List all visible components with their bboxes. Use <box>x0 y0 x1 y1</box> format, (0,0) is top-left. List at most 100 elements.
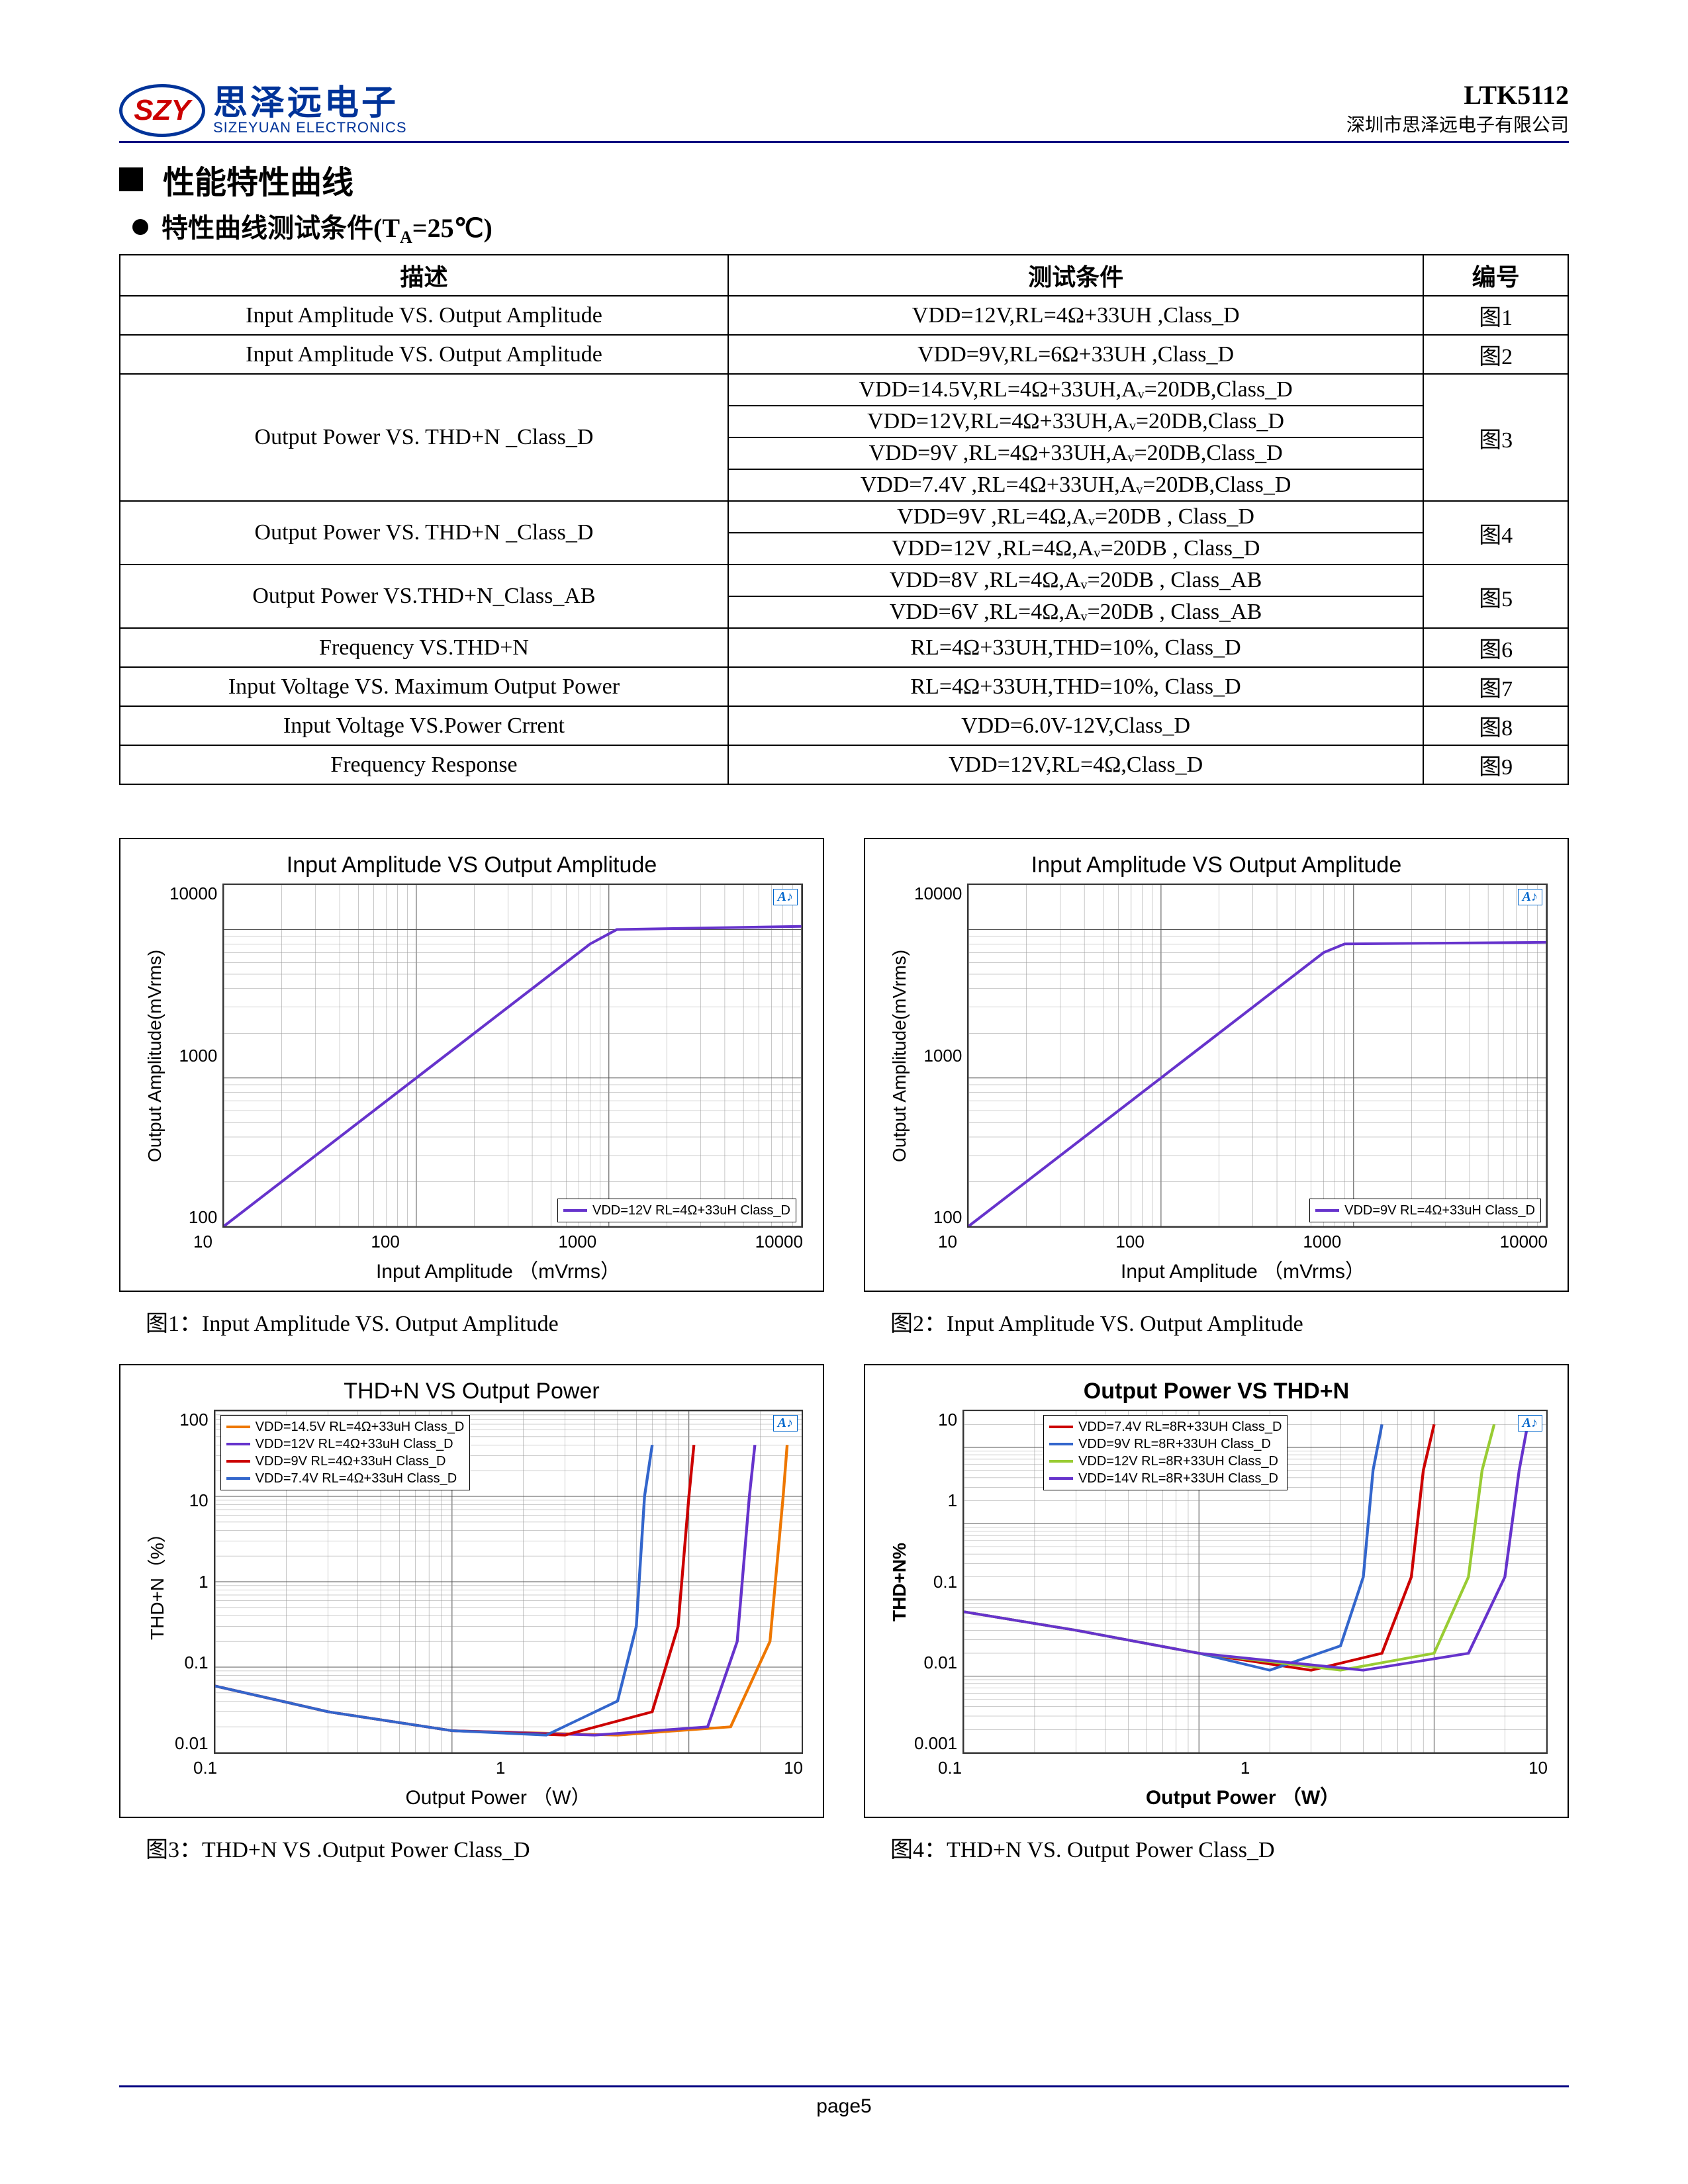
company-name: 深圳市思泽远电子有限公司 <box>1346 111 1569 137</box>
th-desc: 描述 <box>120 255 728 296</box>
plot-area: A♪ VDD=9V RL=4Ω+33uH Class_D <box>967 884 1548 1228</box>
ytick: 0.1 <box>184 1653 208 1673</box>
legend-item: VDD=14V RL=8R+33UH Class_D <box>1049 1470 1282 1487</box>
cell-num: 图5 <box>1423 565 1568 628</box>
legend-swatch <box>563 1209 587 1212</box>
cell-num: 图3 <box>1423 374 1568 501</box>
dot-bullet-icon <box>132 219 148 235</box>
ap-badge-icon: A♪ <box>1518 1415 1542 1432</box>
cell-cond: RL=4Ω+33UH,THD=10%, Class_D <box>728 628 1423 667</box>
header-right: LTK5112 深圳市思泽远电子有限公司 <box>1346 79 1569 137</box>
cell-desc: Frequency Response <box>120 745 728 784</box>
legend: VDD=7.4V RL=8R+33UH Class_DVDD=9V RL=8R+… <box>1043 1415 1288 1490</box>
cell-cond: VDD=14.5V,RL=4Ω+33UH,Aᵥ=20DB,Class_D <box>728 374 1423 406</box>
xtick: 10 <box>938 1232 957 1252</box>
x-axis-label: Input Amplitude （mVrms） <box>193 1255 803 1284</box>
y-axis-label: Output Amplitude(mVrms) <box>140 884 169 1228</box>
cell-desc: Frequency VS.THD+N <box>120 628 728 667</box>
xtick: 0.1 <box>938 1758 962 1778</box>
ytick: 10000 <box>914 884 962 904</box>
cell-num: 图4 <box>1423 501 1568 565</box>
page-header: SZY 思泽远电子 SIZEYUAN ELECTRONICS LTK5112 深… <box>119 79 1569 143</box>
legend-swatch <box>1049 1477 1073 1480</box>
legend-label: VDD=12V RL=8R+33UH Class_D <box>1078 1453 1278 1470</box>
section-title-text: 性能特性曲线 <box>163 156 353 203</box>
logo-text: 思泽远电子 SIZEYUAN ELECTRONICS <box>213 86 407 135</box>
xtick: 1000 <box>558 1232 596 1252</box>
sub-title: 特性曲线测试条件(TA=25℃) <box>132 206 1569 248</box>
legend-label: VDD=12V RL=4Ω+33uH Class_D <box>592 1202 790 1219</box>
chart-caption: 图4：THD+N VS. Output Power Class_D <box>890 1831 1569 1864</box>
x-axis-label: Output Power （W） <box>938 1781 1548 1810</box>
square-bullet-icon <box>119 167 143 191</box>
xtick: 10 <box>193 1232 212 1252</box>
legend-label: VDD=12V RL=4Ω+33uH Class_D <box>256 1435 453 1453</box>
cell-cond: VDD=6.0V-12V,Class_D <box>728 706 1423 745</box>
logo-en: SIZEYUAN ELECTRONICS <box>213 120 407 135</box>
x-ticks: 0.1110 <box>938 1754 1548 1778</box>
conditions-table: 描述 测试条件 编号 Input Amplitude VS. Output Am… <box>119 254 1569 785</box>
legend-item: VDD=9V RL=4Ω+33uH Class_D <box>226 1453 465 1470</box>
cell-desc: Input Amplitude VS. Output Amplitude <box>120 335 728 374</box>
legend-item: VDD=9V RL=8R+33UH Class_D <box>1049 1435 1282 1453</box>
cell-desc: Input Voltage VS. Maximum Output Power <box>120 667 728 706</box>
section-title: 性能特性曲线 <box>119 156 1569 203</box>
x-ticks: 10100100010000 <box>938 1228 1548 1252</box>
legend-swatch <box>226 1460 250 1463</box>
chart-fig3: THD+N VS Output Power THD+N（%） 1001010.1… <box>119 1364 824 1864</box>
legend-label: VDD=14V RL=8R+33UH Class_D <box>1078 1470 1278 1487</box>
ytick: 1000 <box>923 1046 962 1066</box>
cell-cond: VDD=6V ,RL=4Ω,Aᵥ=20DB , Class_AB <box>728 596 1423 628</box>
legend-item: VDD=12V RL=4Ω+33uH Class_D <box>563 1202 790 1219</box>
legend-swatch <box>1049 1426 1073 1428</box>
y-axis-label: THD+N% <box>885 1410 914 1754</box>
xtick: 10 <box>784 1758 803 1778</box>
table-row: Frequency VS.THD+NRL=4Ω+33UH,THD=10%, Cl… <box>120 628 1568 667</box>
legend-label: VDD=14.5V RL=4Ω+33uH Class_D <box>256 1418 465 1435</box>
x-axis-label: Output Power （W） <box>193 1781 803 1810</box>
ytick: 0.1 <box>933 1572 957 1592</box>
ap-badge-icon: A♪ <box>1518 889 1542 905</box>
ytick: 1 <box>199 1572 208 1592</box>
ytick: 0.01 <box>175 1733 209 1754</box>
legend-item: VDD=12V RL=8R+33UH Class_D <box>1049 1453 1282 1470</box>
legend-item: VDD=7.4V RL=4Ω+33uH Class_D <box>226 1470 465 1487</box>
legend-item: VDD=14.5V RL=4Ω+33uH Class_D <box>226 1418 465 1435</box>
legend: VDD=9V RL=4Ω+33uH Class_D <box>1309 1199 1541 1222</box>
legend-item: VDD=9V RL=4Ω+33uH Class_D <box>1315 1202 1535 1219</box>
cell-cond: VDD=8V ,RL=4Ω,Aᵥ=20DB , Class_AB <box>728 565 1423 596</box>
legend: VDD=14.5V RL=4Ω+33uH Class_DVDD=12V RL=4… <box>220 1415 471 1490</box>
table-row: Output Power VS.THD+N_Class_ABVDD=8V ,RL… <box>120 565 1568 596</box>
cell-cond: VDD=9V,RL=6Ω+33UH ,Class_D <box>728 335 1423 374</box>
cell-cond: VDD=12V ,RL=4Ω,Aᵥ=20DB , Class_D <box>728 533 1423 565</box>
y-ticks: 100001000100 <box>169 884 222 1228</box>
plot-area: A♪ VDD=7.4V RL=8R+33UH Class_DVDD=9V RL=… <box>962 1410 1548 1754</box>
x-axis-label: Input Amplitude （mVrms） <box>938 1255 1548 1284</box>
y-ticks: 1001010.10.01 <box>175 1410 214 1754</box>
page-number: page5 <box>816 2095 871 2117</box>
cell-num: 图8 <box>1423 706 1568 745</box>
table-row: Output Power VS. THD+N _Class_DVDD=14.5V… <box>120 374 1568 406</box>
ap-badge-icon: A♪ <box>773 889 798 905</box>
xtick: 100 <box>1115 1232 1144 1252</box>
xtick: 0.1 <box>193 1758 217 1778</box>
plot-area: A♪ VDD=14.5V RL=4Ω+33uH Class_DVDD=12V R… <box>214 1410 803 1754</box>
ytick: 100 <box>179 1410 208 1430</box>
cell-cond: RL=4Ω+33UH,THD=10%, Class_D <box>728 667 1423 706</box>
x-ticks: 10100100010000 <box>193 1228 803 1252</box>
cell-cond: VDD=12V,RL=4Ω+33UH,Aᵥ=20DB,Class_D <box>728 406 1423 437</box>
cell-num: 图6 <box>1423 628 1568 667</box>
table-row: Input Amplitude VS. Output AmplitudeVDD=… <box>120 296 1568 335</box>
chart-box: Output Power VS THD+N THD+N% 1010.10.010… <box>864 1364 1569 1818</box>
ytick: 100 <box>189 1207 217 1228</box>
y-ticks: 1010.10.010.001 <box>914 1410 962 1754</box>
charts-grid: Input Amplitude VS Output Amplitude Outp… <box>119 838 1569 1864</box>
cell-num: 图1 <box>1423 296 1568 335</box>
part-number: LTK5112 <box>1346 79 1569 111</box>
legend-label: VDD=9V RL=8R+33UH Class_D <box>1078 1435 1271 1453</box>
cell-desc: Output Power VS.THD+N_Class_AB <box>120 565 728 628</box>
chart-fig2: Input Amplitude VS Output Amplitude Outp… <box>864 838 1569 1338</box>
ytick: 10000 <box>169 884 217 904</box>
chart-box: Input Amplitude VS Output Amplitude Outp… <box>119 838 824 1292</box>
legend-swatch <box>1049 1460 1073 1463</box>
